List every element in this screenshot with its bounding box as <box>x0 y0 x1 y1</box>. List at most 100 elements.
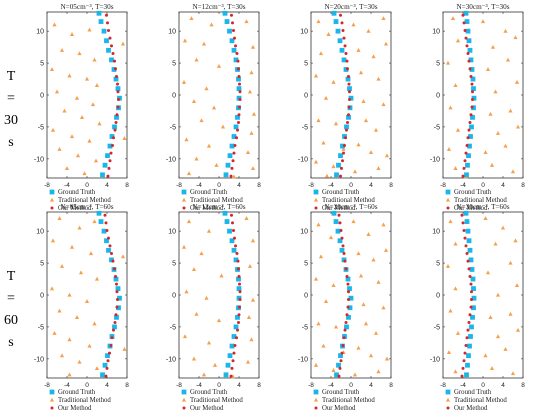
data-point <box>115 290 119 294</box>
data-point <box>249 131 254 135</box>
row-label-line: 30 <box>4 113 18 128</box>
data-point <box>224 219 230 224</box>
y-tick-label: 5 <box>172 61 176 68</box>
data-point <box>108 244 112 248</box>
data-point <box>247 89 253 94</box>
data-point <box>105 229 109 233</box>
data-point <box>464 151 468 155</box>
data-point <box>247 263 253 268</box>
legend-marker <box>49 389 55 395</box>
x-tick-label: -8 <box>176 182 182 189</box>
data-point <box>358 70 364 75</box>
data-point <box>88 251 94 256</box>
data-point <box>231 47 237 53</box>
data-point <box>229 174 233 178</box>
data-point <box>84 299 90 303</box>
data-point <box>356 345 361 350</box>
data-point <box>470 290 473 294</box>
data-point <box>223 172 229 178</box>
data-point <box>461 366 465 370</box>
data-point <box>356 251 361 256</box>
data-point <box>120 254 126 259</box>
data-point <box>346 120 349 124</box>
data-point <box>471 295 477 301</box>
series-ground-truth <box>96 10 122 178</box>
x-tick-label: -4 <box>196 182 202 189</box>
legend-marker <box>446 406 450 410</box>
row-label-t30: T = 30 s <box>0 66 22 154</box>
data-point <box>376 369 381 374</box>
row-label-line: 60 <box>4 313 18 328</box>
data-point <box>105 13 108 17</box>
data-point <box>244 19 249 24</box>
data-point <box>465 28 471 34</box>
x-tick-label: 0 <box>349 182 353 189</box>
data-point <box>345 128 348 132</box>
chart-panel-3: N=20cm⁻³, T=30s -10 -5 0 5 10 -8 -4 0 4 8 Ground Tr… <box>298 3 393 212</box>
data-point <box>250 297 256 302</box>
data-point <box>113 267 116 271</box>
data-point <box>204 295 209 300</box>
data-point <box>463 210 469 216</box>
data-point <box>231 174 237 179</box>
data-point <box>468 313 472 317</box>
legend-marker <box>314 406 318 410</box>
data-point <box>232 229 235 233</box>
y-tick-label: -10 <box>430 356 440 363</box>
data-point <box>111 67 117 72</box>
data-point <box>251 111 257 116</box>
data-point <box>341 257 347 263</box>
data-point <box>466 328 470 332</box>
data-point <box>64 166 70 171</box>
data-point <box>470 105 474 109</box>
data-point <box>331 368 336 372</box>
data-point <box>515 124 521 129</box>
y-tick-label: 5 <box>304 61 308 68</box>
data-point <box>244 216 249 220</box>
legend-marker <box>49 189 55 195</box>
data-point <box>235 136 238 140</box>
data-point <box>318 51 324 56</box>
data-point <box>488 315 493 319</box>
data-point <box>57 146 62 151</box>
data-point <box>313 362 319 367</box>
data-point <box>466 38 472 44</box>
data-point <box>463 29 467 33</box>
chart-title: N=12cm⁻³, T=30s <box>192 3 245 11</box>
y-tick-label: 5 <box>436 261 440 268</box>
x-tick-label: 4 <box>501 382 505 389</box>
legend-label: Our Method <box>454 205 488 212</box>
data-point <box>204 86 209 91</box>
data-point <box>358 273 364 278</box>
data-point <box>341 244 345 248</box>
y-tick-label: 10 <box>300 29 308 36</box>
data-point <box>455 38 461 43</box>
data-point <box>236 95 242 101</box>
data-point <box>341 343 345 347</box>
x-tick-label: 0 <box>481 182 485 189</box>
data-point <box>337 38 343 44</box>
data-point <box>186 171 192 176</box>
data-point <box>471 97 474 101</box>
legend-marker <box>445 197 451 202</box>
data-point <box>347 297 350 301</box>
data-point <box>464 36 468 40</box>
data-point <box>234 244 237 248</box>
data-point <box>313 276 319 281</box>
data-point <box>227 353 233 359</box>
data-point <box>471 105 476 111</box>
data-point <box>495 334 501 339</box>
data-point <box>227 228 232 234</box>
data-point <box>236 328 239 332</box>
data-point <box>469 324 474 330</box>
x-tick-label: -8 <box>44 382 50 389</box>
legend-label: Traditional Method <box>190 397 243 404</box>
data-point <box>468 134 473 139</box>
data-point <box>74 315 80 319</box>
legend-label: Ground Truth <box>58 389 96 396</box>
chart-panel-7: N=20cm⁻³, T=60s -10 -5 0 5 10 -8 -4 0 4 8 Ground Tr… <box>298 203 393 412</box>
data-point <box>181 79 187 84</box>
data-point <box>381 305 386 310</box>
data-point <box>230 13 233 17</box>
data-point <box>236 295 242 301</box>
